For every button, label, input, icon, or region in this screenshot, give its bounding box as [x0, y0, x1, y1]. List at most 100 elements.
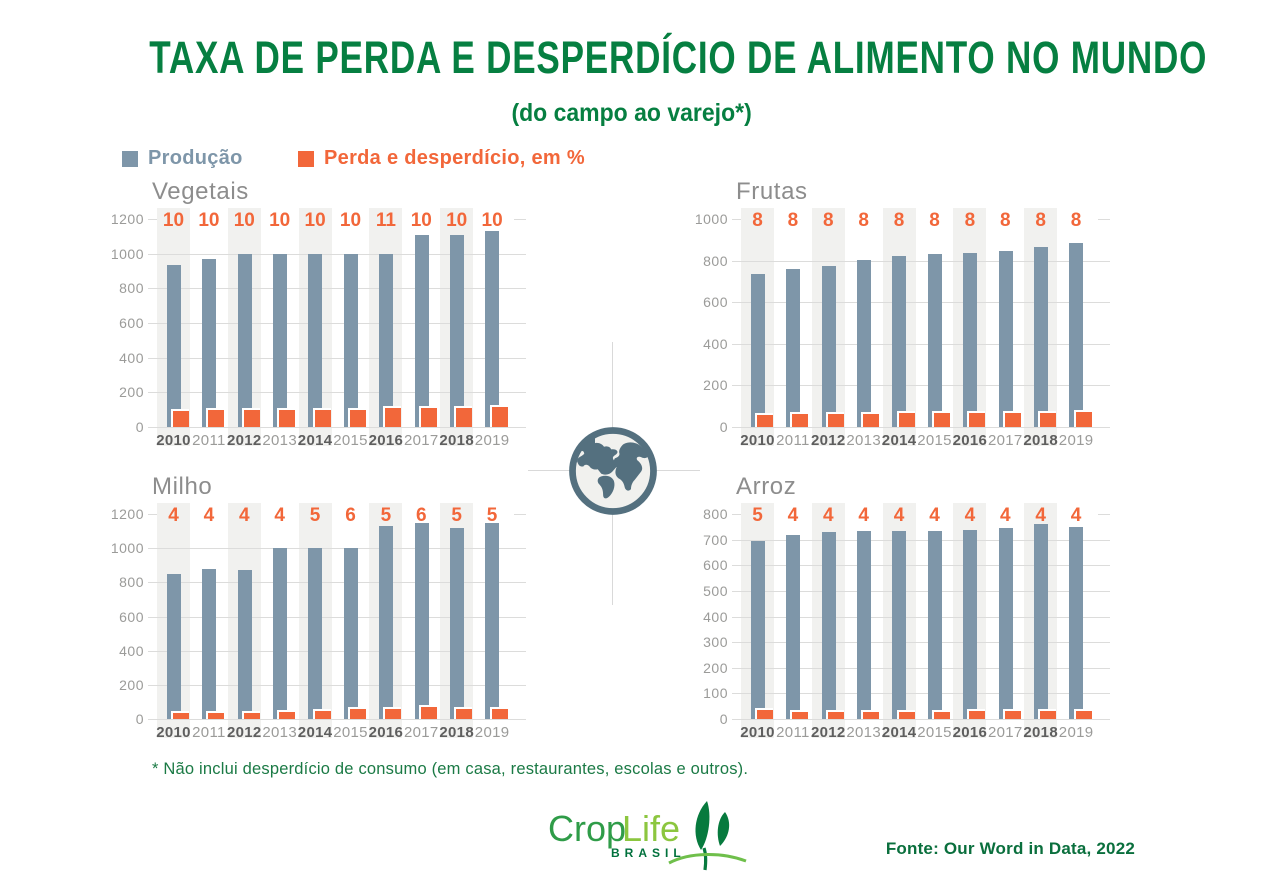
- y-axis-label: 300: [703, 634, 728, 651]
- loss-percent-label: 4: [1070, 505, 1082, 526]
- x-axis-label: 2015: [333, 432, 368, 449]
- legend-loss-label: Perda e desperdício, em %: [324, 147, 585, 169]
- x-axis-label: 2016: [952, 724, 988, 741]
- x-axis-label: 2014: [881, 724, 917, 741]
- x-axis-label: 2018: [1023, 432, 1058, 449]
- y-axis-label: 400: [119, 642, 144, 659]
- page-title: TAXA DE PERDA E DESPERDÍCIO DE ALIMENTO …: [0, 32, 1264, 84]
- loss-percent-label: 4: [203, 505, 215, 526]
- loss-bar: [206, 408, 225, 427]
- production-bar: [1033, 247, 1048, 427]
- x-axis-label: 2016: [368, 432, 404, 449]
- plot-area: 5 2010 4 2011 4 2012 4 2013 4 2014 4 2015 4 2016 4 2017…: [732, 503, 1110, 741]
- page-subtitle-text: (do campo ao varejo*): [511, 99, 753, 127]
- production-bar: [202, 258, 217, 427]
- x-axis-label: 2010: [156, 724, 191, 741]
- production-bar: [485, 523, 500, 719]
- loss-percent-label: 8: [964, 210, 976, 231]
- top-tick-left: [148, 219, 157, 220]
- gridline: [732, 260, 1110, 262]
- top-tick-left: [732, 514, 741, 515]
- production-bar: [1069, 526, 1084, 719]
- y-axis-label: 1200: [110, 506, 144, 522]
- loss-bar: [489, 405, 508, 427]
- production-bar: [786, 534, 801, 719]
- y-axis-label: 600: [119, 608, 144, 625]
- loss-bar: [896, 709, 915, 719]
- loss-percent-label: 8: [823, 210, 834, 231]
- loss-percent-label: 11: [375, 210, 396, 231]
- production-bar: [892, 256, 907, 427]
- source-credit: Fonte: Our Word in Data, 2022: [885, 839, 1135, 858]
- production-bar: [449, 527, 464, 719]
- loss-bar: [932, 411, 950, 427]
- production-bar: [414, 523, 429, 719]
- production-bar: [237, 569, 252, 719]
- loss-bar: [932, 709, 950, 719]
- loss-bar: [1038, 709, 1057, 719]
- production-bar: [272, 253, 287, 427]
- x-axis-label: 2012: [227, 432, 262, 449]
- loss-percent-label: 10: [446, 210, 468, 231]
- loss-percent-label: 5: [752, 505, 763, 526]
- production-bar: [379, 526, 394, 719]
- x-axis-label: 2011: [776, 432, 810, 449]
- production-bar: [750, 540, 765, 719]
- loss-percent-label: 4: [274, 505, 285, 526]
- x-axis-label: 2019: [1058, 724, 1094, 741]
- top-tick-right: [514, 219, 526, 220]
- loss-percent-label: 5: [380, 505, 392, 526]
- loss-percent-label: 10: [304, 210, 326, 231]
- loss-bar: [861, 411, 880, 427]
- loss-bar: [383, 707, 402, 719]
- sprout-icon: [668, 801, 747, 871]
- gridline: [148, 357, 526, 359]
- gridline: [732, 590, 1110, 592]
- x-axis-label: 2015: [917, 432, 952, 449]
- y-axis-label: 400: [119, 349, 144, 366]
- chart-milho: Milho 1200 1000 800 600 400 200 0 4 2010 4 2011 4 201…: [100, 473, 540, 763]
- y-axis-label: 500: [703, 582, 728, 599]
- loss-bar: [418, 705, 437, 719]
- production-bar: [963, 252, 978, 427]
- page-title-text: TAXA DE PERDA E DESPERDÍCIO DE ALIMENTO …: [149, 32, 1208, 83]
- loss-swatch-icon: [298, 150, 314, 167]
- y-axis-label: 600: [703, 557, 728, 574]
- y-axis-label: 0: [719, 711, 728, 727]
- y-axis-label: 0: [135, 419, 144, 435]
- loss-bar: [312, 407, 331, 427]
- x-axis-label: 2016: [368, 724, 404, 741]
- x-axis-label: 2010: [156, 432, 191, 449]
- gridline: [732, 693, 1110, 695]
- y-axis-label: 400: [703, 608, 728, 625]
- x-axis-label: 2015: [917, 724, 952, 741]
- x-axis-label: 2014: [297, 432, 333, 449]
- loss-percent-label: 4: [823, 505, 834, 526]
- gridline: [732, 642, 1110, 644]
- loss-bar: [348, 407, 366, 427]
- loss-bar: [1002, 410, 1021, 427]
- y-axis-label: 200: [703, 377, 728, 394]
- loss-percent-label: 10: [410, 210, 432, 231]
- top-tick-left: [148, 514, 157, 515]
- loss-bar: [454, 707, 473, 719]
- production-bar: [892, 531, 907, 719]
- gridline: [732, 343, 1110, 345]
- y-axis-label: 1000: [110, 245, 144, 262]
- production-bar: [927, 530, 942, 719]
- gridline: [148, 392, 526, 394]
- loss-percent-label: 8: [929, 210, 940, 231]
- loss-bar: [967, 709, 986, 719]
- production-bar: [308, 253, 323, 427]
- loss-percent-label: 8: [752, 210, 763, 231]
- production-bar: [1069, 242, 1084, 427]
- globe-icon: [569, 427, 657, 515]
- loss-bar: [861, 709, 880, 719]
- loss-percent-label: 4: [168, 505, 179, 526]
- loss-bar: [383, 405, 402, 427]
- loss-bar: [277, 710, 296, 719]
- loss-bar: [755, 708, 773, 719]
- production-bar: [379, 253, 394, 427]
- loss-percent-label: 4: [893, 505, 905, 526]
